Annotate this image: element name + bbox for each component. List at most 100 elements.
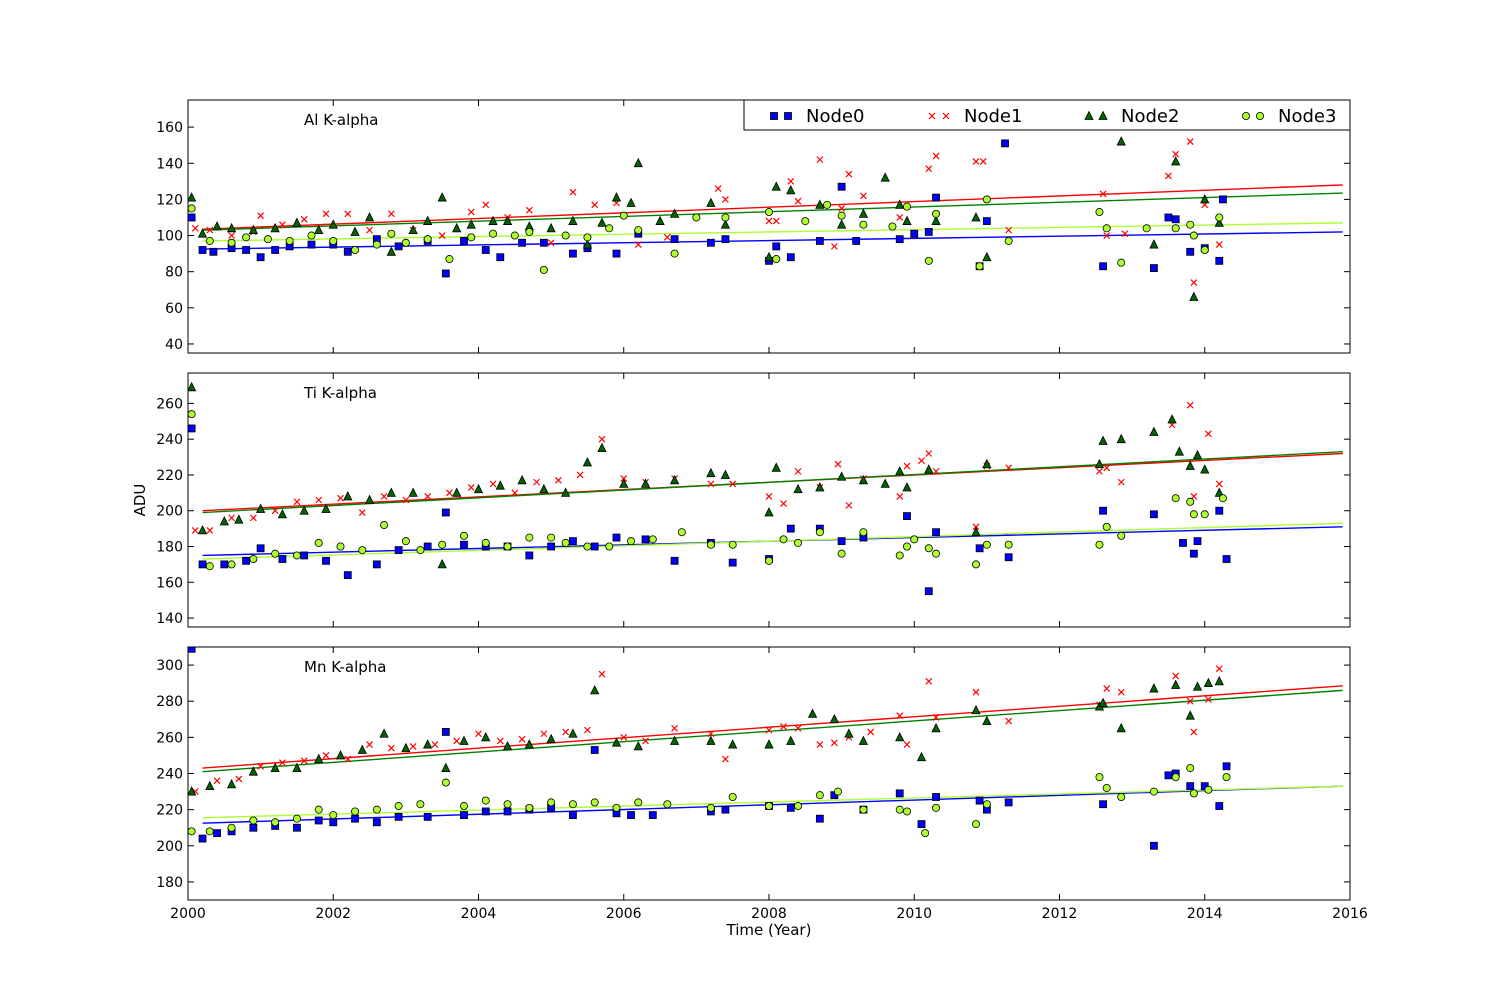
data-point-node2 [219,516,229,526]
data-point-node0 [1150,510,1158,519]
data-point-node3 [441,778,450,787]
data-point-node0 [1004,553,1013,562]
data-point-node3 [1189,789,1198,798]
data-point-node2 [880,478,890,488]
data-point-node1 [867,728,875,736]
data-point-node1 [257,762,265,770]
data-point-node1 [1186,138,1194,145]
data-point-node3 [670,249,679,258]
data-point-node1 [932,152,940,160]
x-tick-label: 2016 [1332,906,1368,922]
legend-label: Node3 [1278,106,1336,127]
data-point-node3 [982,195,991,204]
data-point-node2 [582,239,593,249]
data-point-node3 [1215,213,1224,222]
legend-marker [928,112,936,120]
data-point-node0 [975,796,984,805]
data-point-node2 [539,483,549,494]
data-point-node2 [292,217,302,227]
y-tick-label: 180 [156,875,183,891]
data-point-node2 [1116,433,1126,444]
data-point-node1 [467,484,475,491]
data-point-node1 [228,232,235,239]
data-point-node2 [234,514,244,524]
x-axis-title: Time (Year) [726,921,812,939]
data-point-node1 [1099,190,1107,198]
data-point-node0 [707,238,715,247]
data-point-node3 [271,549,280,558]
data-point-node3 [706,803,715,812]
data-point-node3 [314,805,323,814]
data-point-node1 [300,757,308,765]
data-point-node1 [576,471,584,479]
legend-entry-node3: Node3 [1242,106,1336,127]
data-point-node3 [387,229,396,238]
data-point-node3 [895,551,904,560]
data-point-node2 [423,739,433,749]
data-point-node0 [917,820,926,828]
data-point-node2 [895,731,905,742]
data-point-node0 [903,512,911,520]
data-point-node1 [402,496,410,504]
data-point-node3 [975,262,984,271]
data-point-node1 [191,526,199,534]
data-point-node0 [503,807,512,816]
data-point-node3 [1142,224,1151,233]
data-point-node2 [706,467,716,478]
data-point-node3 [1095,208,1104,217]
data-point-node2 [895,465,905,476]
data-point-node0 [220,560,229,569]
data-point-node1 [1172,150,1180,158]
data-point-node1 [714,185,722,192]
data-point-node2 [502,740,513,751]
data-point-node3 [982,800,991,809]
data-point-node2 [1171,679,1181,689]
data-point-node1 [903,462,911,470]
data-point-node0 [1189,549,1198,558]
data-point-node2 [597,442,607,453]
data-point-node3 [372,805,381,814]
y-tick-label: 200 [156,504,183,520]
data-point-node2 [815,482,825,492]
data-point-node1 [1186,697,1194,705]
data-point-node3 [263,235,272,244]
data-point-node2 [437,558,447,569]
data-point-node0 [786,524,795,533]
data-point-node3 [888,222,897,231]
data-point-node1 [794,197,802,205]
data-point-node3 [481,796,490,805]
data-point-node3 [380,521,389,530]
plot-area [188,381,1343,596]
legend-label: Node1 [964,106,1022,127]
data-point-node3 [772,255,781,264]
panel-al: 40 60 80 100 120 140 160 Al K-alpha [156,99,1351,354]
data-point-node0 [1171,215,1180,224]
data-point-node1 [620,733,628,741]
data-point-node2 [197,525,208,535]
data-point-node2 [982,458,992,469]
y-tick-label: 140 [156,611,183,627]
data-point-node3 [416,800,425,809]
data-point-node0 [982,217,991,225]
data-point-node3 [351,807,360,816]
data-point-node0 [278,555,287,563]
data-point-node1 [1103,464,1111,472]
data-point-node0 [372,818,381,827]
data-point-node0 [188,647,196,653]
data-point-node2 [452,222,462,233]
panel-label: Ti K-alpha [303,384,377,402]
data-point-node3 [205,236,214,245]
data-point-node1 [366,741,373,749]
data-point-node2 [568,728,578,738]
data-point-node3 [401,537,410,546]
y-tick-label: 280 [156,694,183,710]
x-tick-label: 2002 [315,906,351,922]
data-point-node1 [838,205,846,212]
fit-line-node3 [202,522,1343,560]
data-point-node2 [786,184,796,195]
data-point-node1 [1096,467,1103,475]
data-point-node2 [611,737,622,747]
data-point-node2 [924,464,934,474]
data-point-node3 [1186,220,1195,229]
